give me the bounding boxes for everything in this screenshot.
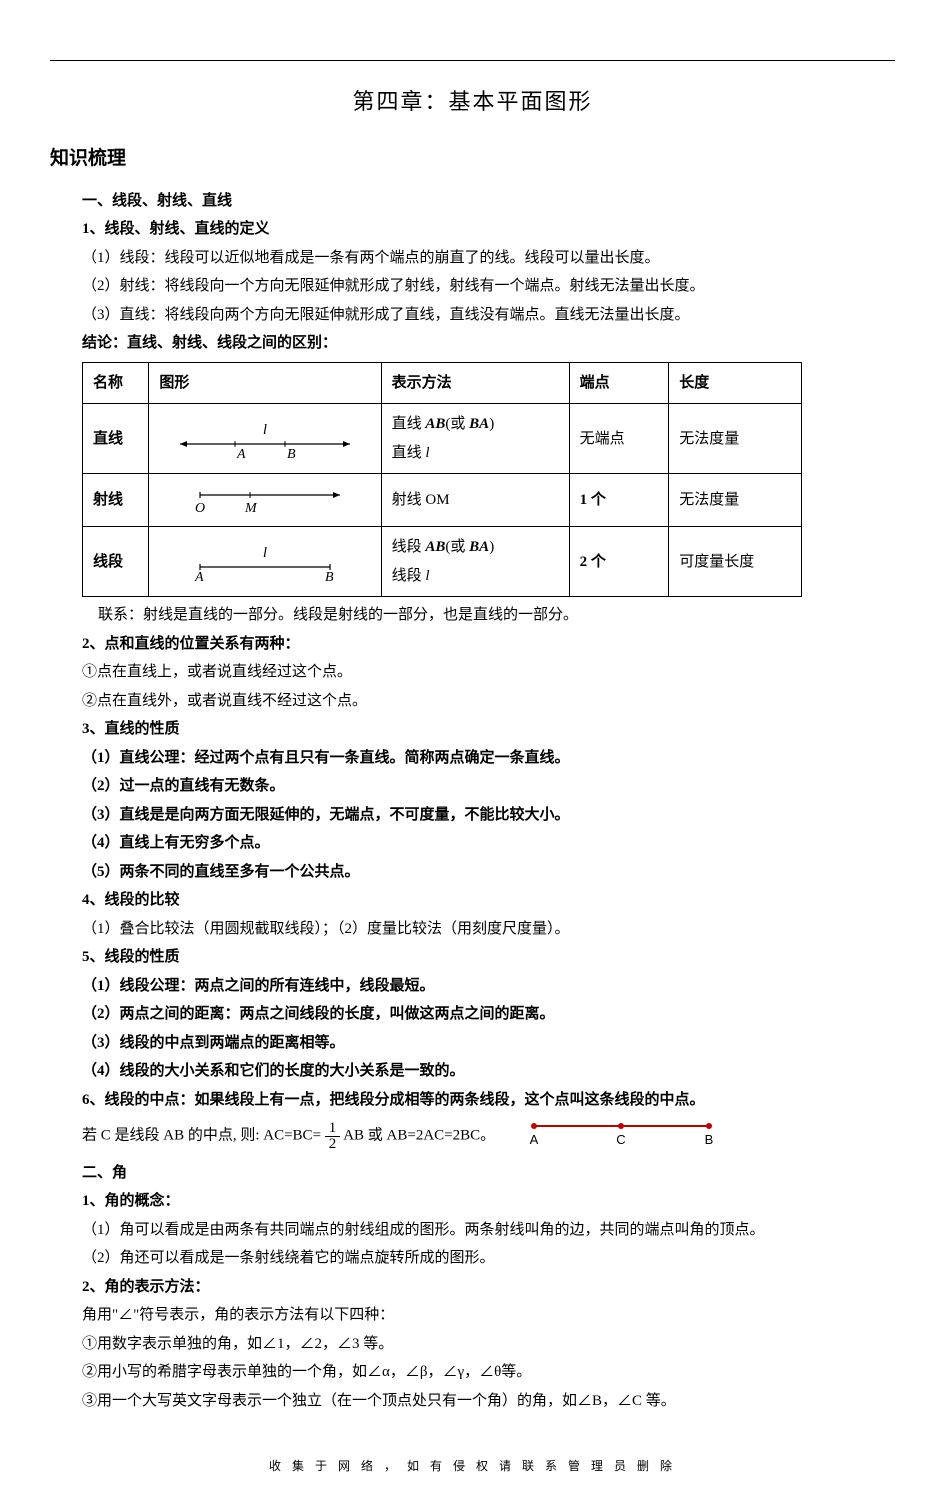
sec1-p6-1b: AB 或 AB=2AC=2BC。 — [340, 1128, 495, 1144]
row1-expr1: 直线 — [392, 416, 426, 432]
sec2-p1-2: （2）角还可以看成是一条射线绕着它的端点旋转所成的图形。 — [82, 1244, 895, 1273]
mid-label-a: A — [530, 1132, 539, 1147]
row3-expr2-l: l — [425, 568, 429, 584]
row1-expression: 直线 AB(或 BA) 直线 l — [381, 404, 569, 474]
sec1-p5-2: （2）两点之间的距离：两点之间线段的长度，叫做这两点之间的距离。 — [82, 1000, 895, 1029]
sec1-p5-3: （3）线段的中点到两端点的距离相等。 — [82, 1029, 895, 1058]
sec2-p2-0: 角用"∠"符号表示，角的表示方法有以下四种： — [82, 1301, 895, 1330]
sec1-p1-3: （3）直线：将线段向两个方向无限延伸就形成了直线，直线没有端点。直线无法量出长度… — [82, 301, 895, 330]
row1-expr2-l: l — [425, 445, 429, 461]
th-name: 名称 — [83, 362, 149, 404]
ray-figure-svg: O M — [175, 480, 355, 520]
th-expression: 表示方法 — [381, 362, 569, 404]
footer-text: 收 集 于 网 络 ， 如 有 侵 权 请 联 系 管 理 员 删 除 — [50, 1455, 895, 1478]
sec2-p2-2: ②用小写的希腊字母表示单独的一个角，如∠α，∠β，∠γ，∠θ等。 — [82, 1358, 895, 1387]
sec1-p1: 1、线段、射线、直线的定义 — [82, 215, 895, 244]
sec1-p5-4: （4）线段的大小关系和它们的长度的大小关系是一致的。 — [82, 1057, 895, 1086]
sec2-heading: 二、角 — [82, 1159, 895, 1188]
row1-name: 直线 — [83, 404, 149, 474]
mid-label-c: C — [616, 1132, 625, 1147]
fig-label-b3: B — [325, 570, 334, 585]
fig-label-l: l — [263, 422, 267, 438]
midpoint-figure: A C B — [519, 1114, 729, 1159]
row3-name: 线段 — [83, 527, 149, 597]
table-header-row: 名称 图形 表示方法 端点 长度 — [83, 362, 802, 404]
sec1-p5: 5、线段的性质 — [82, 943, 895, 972]
row1-figure: l A B — [149, 404, 381, 474]
row1-expr2: 直线 — [392, 445, 426, 461]
table-row-ray: 射线 O M 射线 OM 1 个 无法度量 — [83, 474, 802, 527]
document-title: 第四章：基本平面图形 — [50, 81, 895, 123]
fig-label-a: A — [236, 447, 246, 462]
row3-endpoint: 2 个 — [569, 527, 669, 597]
row2-name: 射线 — [83, 474, 149, 527]
sec1-p6-1: 若 C 是线段 AB 的中点, 则: AC=BC= 12 AB 或 AB=2AC… — [82, 1114, 895, 1159]
table-row-line: 直线 l A B 直线 AB(或 BA) 直线 l 无端点 无法度量 — [83, 404, 802, 474]
row2-figure: O M — [149, 474, 381, 527]
geometry-table: 名称 图形 表示方法 端点 长度 直线 l A B 直 — [82, 362, 802, 598]
segment-figure-svg: l A B — [175, 539, 355, 585]
content-block: 一、线段、射线、直线 1、线段、射线、直线的定义 （1）线段：线段可以近似地看成… — [50, 187, 895, 1416]
sec1-p6: 6、线段的中点：如果线段上有一点，把线段分成相等的两条线段，这个点叫这条线段的中… — [82, 1086, 895, 1115]
sec1-p2-2: ②点在直线外，或者说直线不经过这个点。 — [82, 687, 895, 716]
fig-label-o: O — [195, 501, 205, 516]
sec1-p3-3: （3）直线是是向两方面无限延伸的，无端点，不可度量，不能比较大小。 — [82, 801, 895, 830]
fig-label-m: M — [244, 501, 258, 516]
sec1-p3: 3、直线的性质 — [82, 715, 895, 744]
sec2-p1-1: （1）角可以看成是由两条有共同端点的射线组成的图形。两条射线叫角的边，共同的端点… — [82, 1216, 895, 1245]
sec1-heading: 一、线段、射线、直线 — [82, 187, 895, 216]
sec1-p2: 2、点和直线的位置关系有两种： — [82, 630, 895, 659]
row3-length: 可度量长度 — [669, 527, 802, 597]
sec1-p1-1: （1）线段：线段可以近似地看成是一条有两个端点的崩直了的线。线段可以量出长度。 — [82, 244, 895, 273]
row2-endpoint: 1 个 — [569, 474, 669, 527]
th-figure: 图形 — [149, 362, 381, 404]
sec1-p6-1a: 若 C 是线段 AB 的中点, 则: AC=BC= — [82, 1128, 325, 1144]
mid-label-b: B — [705, 1132, 714, 1147]
sec1-p4-1: （1）叠合比较法（用圆规截取线段）；（2）度量比较法（用刻度尺度量）。 — [82, 915, 895, 944]
fig-label-l3: l — [263, 545, 267, 561]
row3-expr1-ab: AB — [425, 539, 445, 555]
row3-expr1-end: ) — [489, 539, 494, 555]
row1-expr1-or: (或 — [445, 416, 469, 432]
frac-den: 2 — [325, 1136, 341, 1152]
sec1-p4: 4、线段的比较 — [82, 886, 895, 915]
sec2-p2: 2、角的表示方法： — [82, 1273, 895, 1302]
sec1-p3-2: （2）过一点的直线有无数条。 — [82, 772, 895, 801]
sec1-conclusion: 结论：直线、射线、线段之间的区别： — [82, 329, 895, 358]
row3-expression: 线段 AB(或 BA) 线段 l — [381, 527, 569, 597]
row3-figure: l A B — [149, 527, 381, 597]
sec2-p2-1: ①用数字表示单独的角，如∠1，∠2，∠3 等。 — [82, 1330, 895, 1359]
sec1-relation: 联系：射线是直线的一部分。线段是射线的一部分，也是直线的一部分。 — [82, 601, 895, 630]
sec1-p3-1: （1）直线公理：经过两个点有且只有一条直线。简称两点确定一条直线。 — [82, 744, 895, 773]
line-figure-svg: l A B — [175, 416, 355, 462]
sec1-p3-5: （5）两条不同的直线至多有一个公共点。 — [82, 858, 895, 887]
th-length: 长度 — [669, 362, 802, 404]
row1-expr1-ba: BA — [469, 416, 489, 432]
sec1-p3-4: （4）直线上有无穷多个点。 — [82, 829, 895, 858]
row3-expr1: 线段 — [392, 539, 426, 555]
row1-expr1-end: ) — [489, 416, 494, 432]
row2-expression: 射线 OM — [381, 474, 569, 527]
row1-length: 无法度量 — [669, 404, 802, 474]
sec1-p2-1: ①点在直线上，或者说直线经过这个点。 — [82, 658, 895, 687]
row2-length: 无法度量 — [669, 474, 802, 527]
th-endpoint: 端点 — [569, 362, 669, 404]
fig-label-a3: A — [194, 570, 204, 585]
table-row-segment: 线段 l A B 线段 AB(或 BA) 线段 l 2 个 可度量长度 — [83, 527, 802, 597]
fraction-half: 12 — [325, 1121, 341, 1152]
row1-expr1-ab: AB — [425, 416, 445, 432]
row3-expr2: 线段 — [392, 568, 426, 584]
frac-num: 1 — [325, 1121, 341, 1136]
fig-label-b: B — [287, 447, 296, 462]
section-header: 知识梳理 — [50, 141, 895, 177]
top-rule — [50, 60, 895, 61]
row1-endpoint: 无端点 — [569, 404, 669, 474]
sec2-p1: 1、角的概念： — [82, 1187, 895, 1216]
row3-expr1-or: (或 — [445, 539, 469, 555]
sec2-p2-3: ③用一个大写英文字母表示一个独立（在一个顶点处只有一个角）的角，如∠B，∠C 等… — [82, 1387, 895, 1416]
row3-expr1-ba: BA — [469, 539, 489, 555]
sec1-p5-1: （1）线段公理：两点之间的所有连线中，线段最短。 — [82, 972, 895, 1001]
sec1-p1-2: （2）射线：将线段向一个方向无限延伸就形成了射线，射线有一个端点。射线无法量出长… — [82, 272, 895, 301]
